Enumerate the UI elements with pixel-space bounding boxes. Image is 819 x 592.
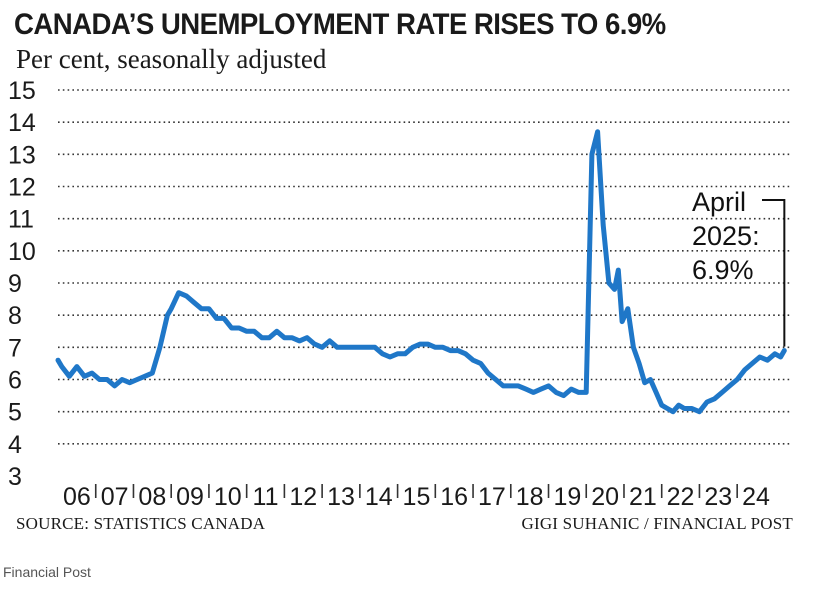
x-tick-label: 18 <box>516 483 544 511</box>
x-tick-label: 19 <box>553 483 581 511</box>
series-line-unemployment-rate <box>55 129 787 415</box>
x-tick-label: 16 <box>440 483 468 511</box>
y-tick-label: 6 <box>8 367 22 395</box>
x-tick-label: 12 <box>289 483 317 511</box>
y-tick-label: 9 <box>8 270 22 298</box>
chart-title: CANADA’S UNEMPLOYMENT RATE RISES TO 6.9% <box>14 8 666 41</box>
annotation-bracket <box>762 199 786 347</box>
y-tick-label: 5 <box>8 399 22 427</box>
annotation-line-1: April <box>692 187 747 217</box>
image-caption: Financial Post <box>3 564 91 580</box>
x-tick-label: 08 <box>138 483 166 511</box>
x-tick-label: 20 <box>591 483 619 511</box>
y-tick-label: 14 <box>8 109 36 137</box>
x-tick-label: 15 <box>403 483 431 511</box>
x-tick-label: 11 <box>253 483 279 511</box>
y-tick-label: 8 <box>8 302 22 330</box>
annotation-leader-line <box>762 199 786 347</box>
x-tick-label: 10 <box>214 483 242 511</box>
gridlines <box>58 89 790 445</box>
y-tick-label: 15 <box>8 77 36 105</box>
x-tick-label: 07 <box>101 483 129 511</box>
x-tick-label: 09 <box>176 483 204 511</box>
x-tick-label: 22 <box>667 483 695 511</box>
y-tick-label: 11 <box>8 206 34 234</box>
x-tick-label: 14 <box>365 483 393 511</box>
source-note: SOURCE: STATISTICS CANADA <box>16 514 266 533</box>
x-tick-label: 13 <box>327 483 355 511</box>
y-tick-label: 4 <box>8 431 22 459</box>
chart-subtitle: Per cent, seasonally adjusted <box>16 44 327 74</box>
x-tick-label: 21 <box>629 483 657 511</box>
y-tick-label: 13 <box>8 141 36 169</box>
x-tick-label: 17 <box>478 483 506 511</box>
y-tick-label: 10 <box>8 238 36 266</box>
y-tick-label: 7 <box>8 334 22 362</box>
y-tick-label: 12 <box>8 174 36 202</box>
y-axis-ticks: 3 4 5 6 7 8 9 10 11 12 13 14 15 <box>8 77 36 491</box>
x-axis-ticks: 06 07 08 09 10 11 12 13 14 15 16 17 18 19 20 21 22 23 24 <box>63 483 770 511</box>
annotation-line-3: 6.9% <box>692 255 754 285</box>
credit-note: GIGI SUHANIC / FINANCIAL POST <box>521 514 793 533</box>
annotation-line-2: 2025: <box>692 221 760 251</box>
x-tick-label: 23 <box>704 483 732 511</box>
x-tick-label: 24 <box>742 483 770 511</box>
y-tick-label: 3 <box>8 463 22 491</box>
series-group <box>55 129 787 415</box>
x-tick-label: 06 <box>63 483 91 511</box>
